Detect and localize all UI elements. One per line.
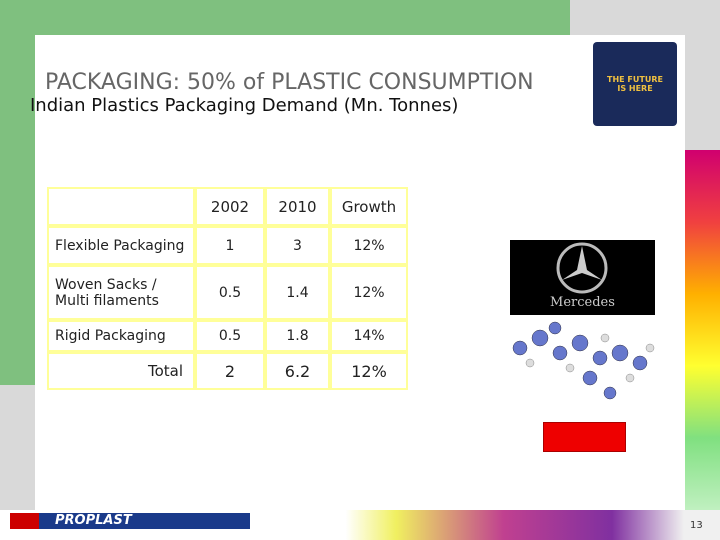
table-cell: 3 xyxy=(265,226,330,265)
table-cell: 12% xyxy=(330,265,408,320)
header-cell: 2010 xyxy=(265,187,330,226)
table-cell: 1.8 xyxy=(265,320,330,352)
rainbow-bar xyxy=(685,150,720,510)
badge: THE FUTURE IS HERE xyxy=(593,42,677,126)
table-cell: 12% xyxy=(330,352,408,390)
header-cell: Growth xyxy=(330,187,408,226)
green-top xyxy=(35,0,570,35)
subtitle: Indian Plastics Packaging Demand (Mn. To… xyxy=(30,95,459,116)
page-number: 13 xyxy=(690,520,703,531)
badge-text: THE FUTURE IS HERE xyxy=(607,75,663,93)
molecule xyxy=(512,321,655,400)
table-cell: 0.5 xyxy=(195,320,265,352)
row-label: Total xyxy=(47,352,195,390)
green-left xyxy=(0,0,35,385)
table-cell: 0.5 xyxy=(195,265,265,320)
table-cell: 6.2 xyxy=(265,352,330,390)
row-label: Rigid Packaging xyxy=(47,320,195,352)
table-cell: 12% xyxy=(330,226,408,265)
footer-logo: PROPLAST xyxy=(10,513,250,529)
header-cell: 2002 xyxy=(195,187,265,226)
car-logo: Mercedes xyxy=(510,240,655,315)
row-label: Flexible Packaging xyxy=(47,226,195,265)
header-cell-empty xyxy=(47,187,195,226)
table-cell: 14% xyxy=(330,320,408,352)
table-cell: 2 xyxy=(195,352,265,390)
table-cell: 1.4 xyxy=(265,265,330,320)
star xyxy=(556,242,608,294)
car-logo-text: Mercedes xyxy=(550,295,615,310)
red-button[interactable] xyxy=(543,422,626,452)
row-label: Woven Sacks / Multi filaments xyxy=(47,265,195,320)
table-cell: 1 xyxy=(195,226,265,265)
title: PACKAGING: 50% of PLASTIC CONSUMPTION xyxy=(45,70,534,95)
footer-logo-text: PROPLAST xyxy=(55,513,132,528)
